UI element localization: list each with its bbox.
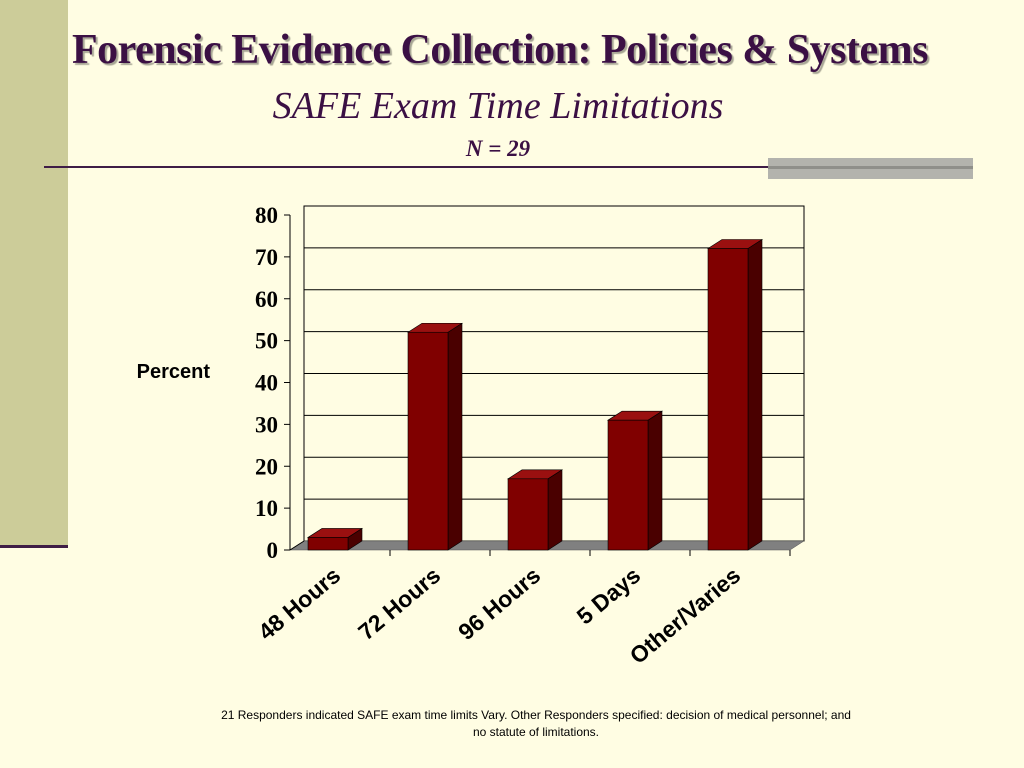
bar-side (547, 469, 563, 551)
y-tick-label: 30 (255, 412, 278, 437)
divider-accent-line (768, 166, 973, 169)
decorative-side-bar (0, 0, 68, 545)
sample-size-label: N = 29 (465, 136, 531, 161)
y-tick-label: 40 (255, 371, 278, 396)
bar (407, 331, 449, 551)
y-tick-label: 20 (255, 454, 278, 479)
title-divider (44, 166, 774, 168)
x-tick-label: Other/Varies (625, 562, 746, 669)
bar (707, 248, 749, 551)
decorative-side-bar-line (0, 545, 68, 548)
bar-side (647, 410, 663, 551)
bar (607, 419, 649, 551)
y-tick-label: 70 (255, 245, 278, 270)
y-tick-label: 80 (255, 203, 278, 228)
y-tick-label: 60 (255, 287, 278, 312)
slide-subtitle: SAFE Exam Time Limitations (272, 85, 724, 127)
y-tick-label: 50 (255, 329, 278, 354)
x-tick-label: 5 Days (572, 562, 646, 630)
bar-side (447, 322, 463, 551)
bar (507, 478, 549, 551)
bar (307, 537, 349, 551)
plot-side-edge (289, 540, 305, 551)
y-axis-label: Percent (137, 361, 211, 383)
y-tick-label: 10 (255, 496, 278, 521)
bar-chart: 0 10 20 30 40 50 60 70 80 Percent 48 Hours 72 Hours… (137, 203, 805, 669)
chart-footnote: 21 Responders indicated SAFE exam time l… (221, 708, 851, 739)
y-tick-label: 0 (267, 538, 279, 563)
bar-side (747, 238, 763, 551)
x-tick-label: 48 Hours (253, 562, 345, 645)
x-tick-label: 72 Hours (353, 562, 445, 645)
x-tick-label: 96 Hours (453, 562, 545, 645)
slide-title: Forensic Evidence Collection: Policies &… (72, 27, 928, 73)
